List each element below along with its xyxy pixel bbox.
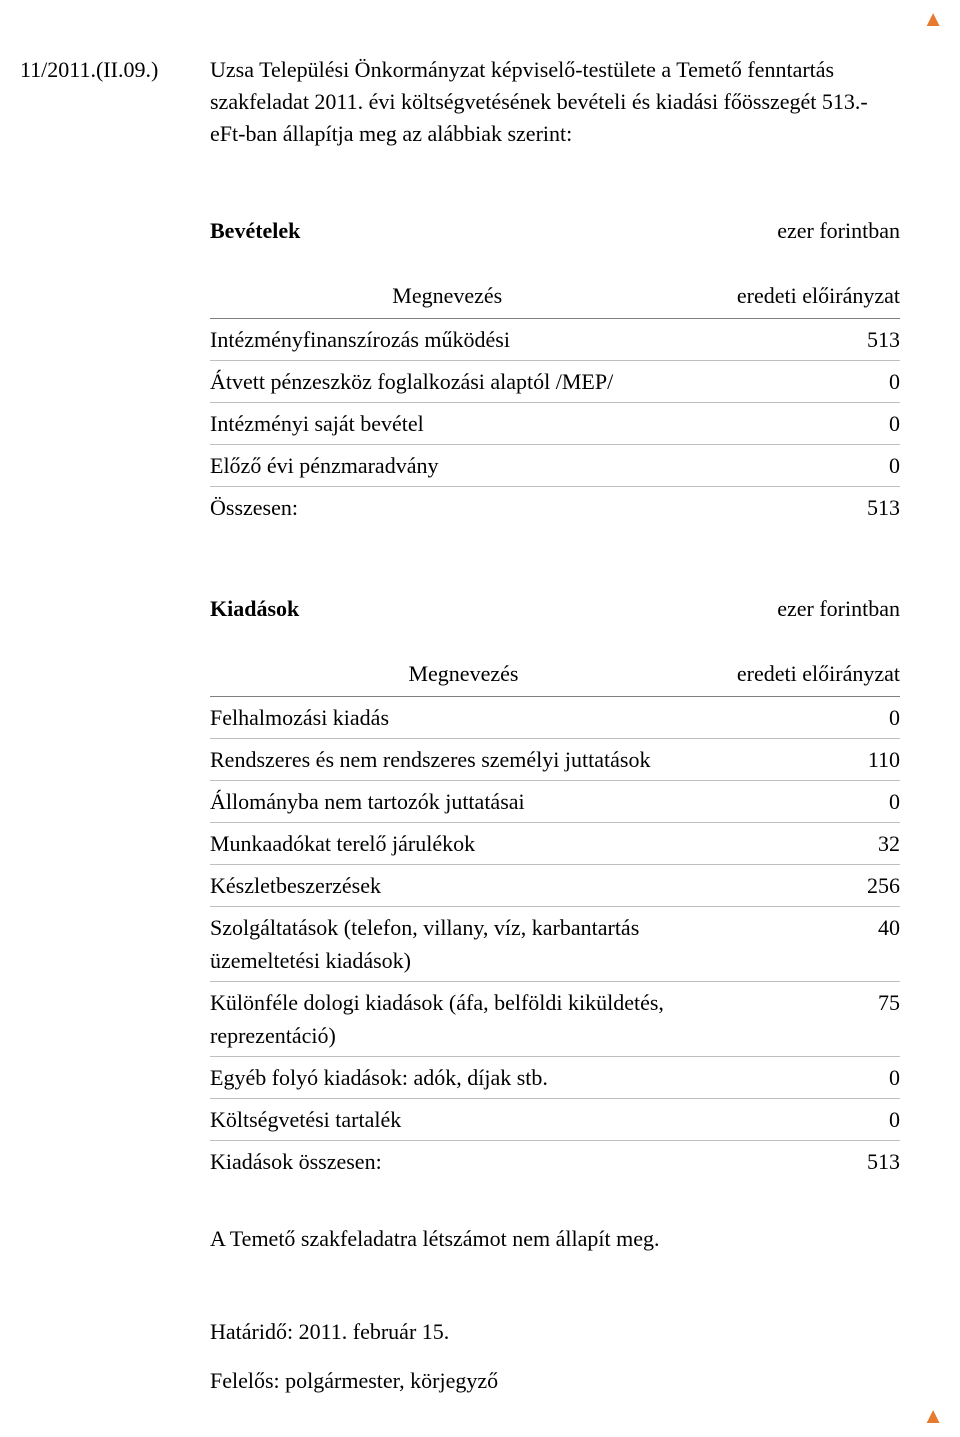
bevetelek-title: Bevételek	[210, 210, 685, 251]
row-label: Összesen:	[210, 486, 685, 528]
row-label: Előző évi pénzmaradvány	[210, 444, 685, 486]
resolution-number: 11/2011.(II.09.)	[20, 54, 210, 86]
table-row: Intézményi saját bevétel 0	[210, 402, 900, 444]
bevetelek-unit: ezer forintban	[685, 210, 900, 251]
table-row: Kiadások összesen: 513	[210, 1140, 900, 1182]
table-row: Költségvetési tartalék 0	[210, 1098, 900, 1140]
row-label: Átvett pénzeszköz foglalkozási alaptól /…	[210, 360, 685, 402]
row-label: Rendszeres és nem rendszeres személyi ju…	[210, 738, 717, 780]
row-value: 0	[717, 780, 900, 822]
row-value: 40	[717, 906, 900, 981]
table-row: Felhalmozási kiadás 0	[210, 696, 900, 738]
row-value: 32	[717, 822, 900, 864]
table-row: Átvett pénzeszköz foglalkozási alaptól /…	[210, 360, 900, 402]
row-label: Készletbeszerzések	[210, 864, 717, 906]
row-label: Felhalmozási kiadás	[210, 696, 717, 738]
row-value: 0	[717, 1056, 900, 1098]
kiadasok-section: Kiadások ezer forintban Megnevezés erede…	[210, 588, 910, 1182]
table-row: Rendszeres és nem rendszeres személyi ju…	[210, 738, 900, 780]
bevetelek-col-val: eredeti előirányzat	[685, 275, 900, 319]
bevetelek-section: Bevételek ezer forintban Megnevezés ered…	[210, 210, 910, 528]
kiadasok-unit: ezer forintban	[717, 588, 900, 629]
row-value: 75	[717, 981, 900, 1056]
kiadasok-table: Kiadások ezer forintban Megnevezés erede…	[210, 588, 900, 1182]
table-row: Szolgáltatások (telefon, villany, víz, k…	[210, 906, 900, 981]
row-label: Intézményfinanszírozás működési	[210, 318, 685, 360]
row-value: 0	[685, 402, 900, 444]
table-row: Összesen: 513	[210, 486, 900, 528]
row-label: Szolgáltatások (telefon, villany, víz, k…	[210, 906, 717, 981]
table-row: Állományba nem tartozók juttatásai 0	[210, 780, 900, 822]
bevetelek-col-name: Megnevezés	[210, 275, 685, 319]
row-label: Intézményi saját bevétel	[210, 402, 685, 444]
table-row: Készletbeszerzések 256	[210, 864, 900, 906]
table-row: Intézményfinanszírozás működési 513	[210, 318, 900, 360]
row-value: 110	[717, 738, 900, 780]
table-row: Különféle dologi kiadások (áfa, belföldi…	[210, 981, 900, 1056]
kiadasok-col-val: eredeti előirányzat	[717, 653, 900, 697]
scroll-down-icon[interactable]: ▲	[922, 1405, 944, 1427]
scroll-up-icon[interactable]: ▲	[922, 8, 944, 30]
row-value: 513	[685, 318, 900, 360]
row-value: 0	[685, 360, 900, 402]
row-label: Kiadások összesen:	[210, 1140, 717, 1182]
table-row: Előző évi pénzmaradvány 0	[210, 444, 900, 486]
kiadasok-col-name: Megnevezés	[210, 653, 717, 697]
deadline-text: Határidő: 2011. február 15.	[210, 1315, 910, 1348]
row-label: Egyéb folyó kiadások: adók, díjak stb.	[210, 1056, 717, 1098]
row-label: Munkaadókat terelő járulékok	[210, 822, 717, 864]
row-value: 256	[717, 864, 900, 906]
row-label: Különféle dologi kiadások (áfa, belföldi…	[210, 981, 717, 1056]
resolution-header: 11/2011.(II.09.) Uzsa Települési Önkormá…	[20, 54, 910, 150]
resolution-text: Uzsa Települési Önkormányzat képviselő-t…	[210, 54, 910, 150]
table-row: Egyéb folyó kiadások: adók, díjak stb. 0	[210, 1056, 900, 1098]
row-value: 0	[685, 444, 900, 486]
row-value: 513	[717, 1140, 900, 1182]
kiadasok-title: Kiadások	[210, 588, 717, 629]
page: ▲ 11/2011.(II.09.) Uzsa Települési Önkor…	[0, 0, 960, 1437]
footer-note: A Temető szakfeladatra létszámot nem áll…	[210, 1222, 910, 1255]
responsible-text: Felelős: polgármester, körjegyző	[210, 1364, 910, 1397]
row-value: 513	[685, 486, 900, 528]
row-label: Állományba nem tartozók juttatásai	[210, 780, 717, 822]
row-label: Költségvetési tartalék	[210, 1098, 717, 1140]
row-value: 0	[717, 696, 900, 738]
table-row: Munkaadókat terelő járulékok 32	[210, 822, 900, 864]
row-value: 0	[717, 1098, 900, 1140]
bevetelek-table: Bevételek ezer forintban Megnevezés ered…	[210, 210, 900, 528]
